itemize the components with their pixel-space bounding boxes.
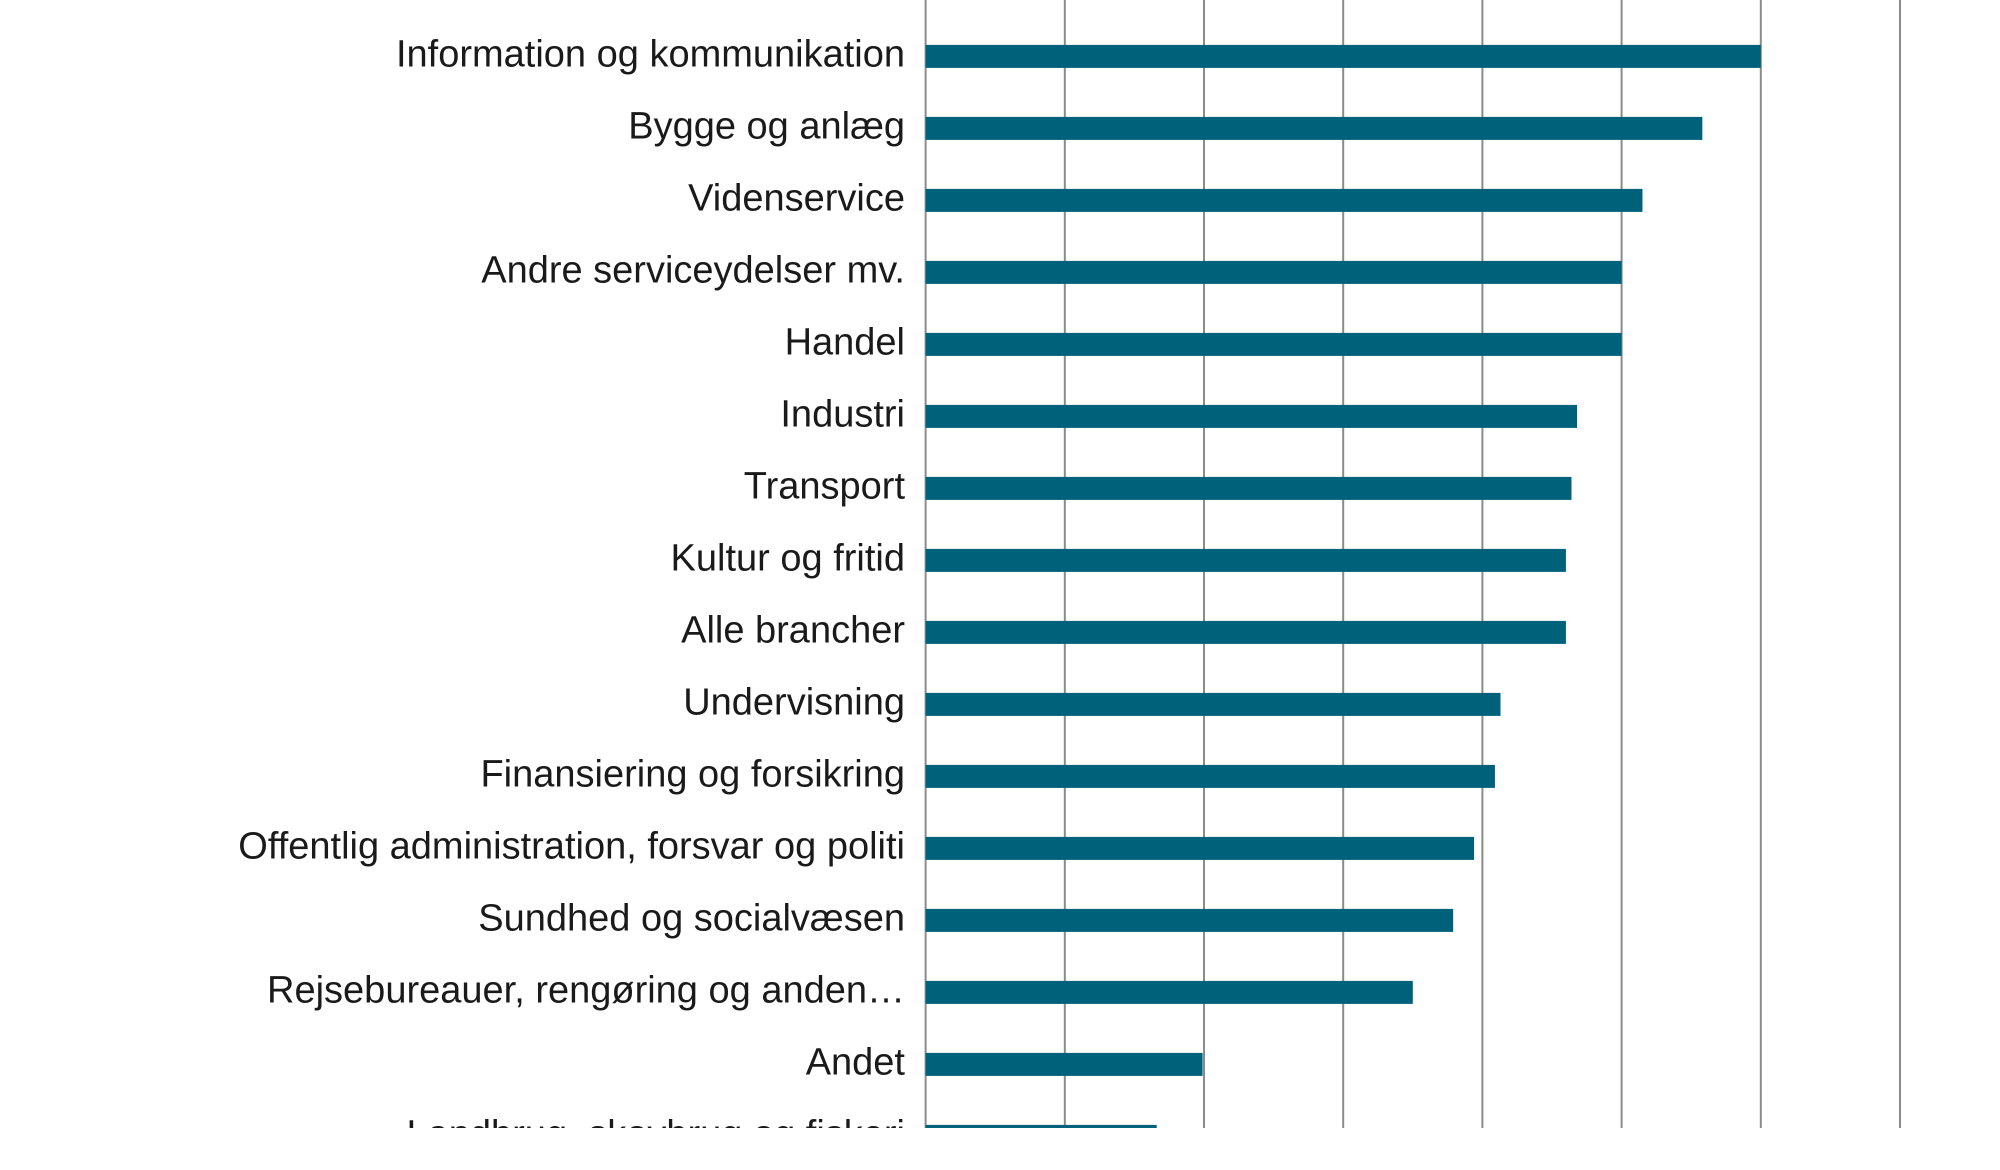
y-tick-label: Kultur og fritid (671, 537, 905, 579)
y-tick-label: Transport (744, 465, 906, 507)
y-tick-label: Alle brancher (681, 609, 905, 651)
plot-area: Information og kommunikation Bygge og anl… (238, 0, 1901, 1155)
bar (925, 116, 1703, 140)
y-tick-label: Landbrug, skovbrug og fiskeri (406, 1113, 905, 1155)
bar (925, 980, 1413, 1004)
y-tick-label: Videnservice (688, 177, 905, 219)
bar (925, 620, 1566, 644)
bar (925, 44, 1761, 68)
y-tick-label: Handel (785, 321, 905, 363)
bar (925, 1124, 1157, 1128)
y-tick-label: Offentlig administration, forsvar og pol… (238, 825, 905, 867)
y-tick-label: Finansiering og forsikring (480, 753, 905, 795)
y-tick-label: Industri (780, 393, 905, 435)
bar (925, 188, 1643, 212)
y-tick-label: Andet (806, 1041, 906, 1083)
bar (925, 332, 1622, 356)
y-tick-label: Information og kommunikation (396, 33, 905, 75)
y-tick-label: Andre serviceydelser mv. (481, 249, 905, 291)
y-tick-label: Rejsebureauer, rengøring og anden… (267, 969, 905, 1011)
bar (925, 260, 1622, 284)
bar (925, 476, 1572, 500)
bar (925, 836, 1475, 860)
bar (925, 908, 1454, 932)
y-tick-label: Sundhed og socialvæsen (478, 897, 905, 939)
bar (925, 1052, 1203, 1076)
bar (925, 404, 1578, 428)
bar (925, 764, 1495, 788)
y-tick-label: Bygge og anlæg (628, 105, 905, 147)
bar (925, 692, 1501, 716)
bar (925, 548, 1566, 572)
y-tick-label: Undervisning (683, 681, 905, 723)
